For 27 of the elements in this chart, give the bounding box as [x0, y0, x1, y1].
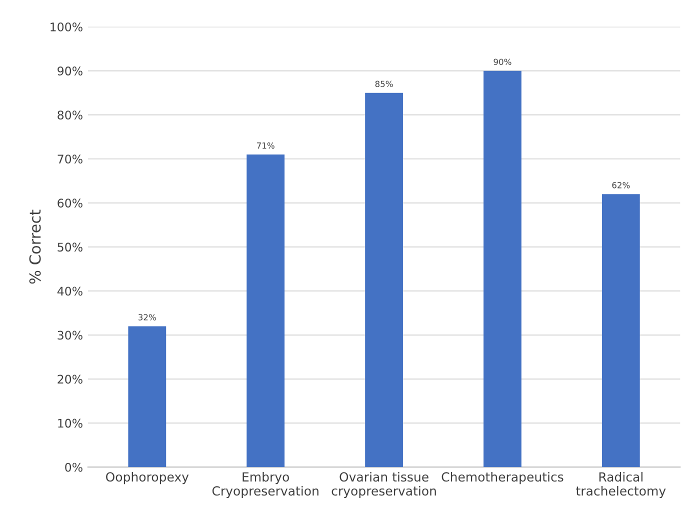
data-label: 85% — [375, 80, 393, 88]
y-axis-title: % Correct — [29, 210, 41, 284]
y-tick-label: 60% — [58, 198, 82, 208]
y-tick-label: 100% — [50, 22, 82, 32]
x-tick-label: Ovarian tissue cryopreservation — [332, 472, 436, 498]
x-tick-label: Radical trachelectomy — [576, 472, 666, 498]
y-tick-label: 40% — [57, 286, 82, 296]
x-tick-label: Oophoropexy — [106, 472, 189, 484]
x-tick-label: Embryo Cryopreservation — [212, 472, 318, 498]
data-label: 71% — [257, 142, 274, 149]
y-tick-label: 50% — [58, 242, 82, 252]
bar — [484, 70, 522, 468]
y-tick-label: 20% — [58, 374, 82, 384]
data-label: 62% — [612, 182, 630, 188]
y-tick-label: 0% — [65, 462, 82, 472]
bar — [602, 194, 640, 468]
data-label: 32% — [138, 314, 156, 320]
y-tick-label: 90% — [58, 66, 82, 76]
data-label: 90% — [494, 58, 512, 66]
y-tick-label: 10% — [58, 418, 82, 428]
y-tick-label: 70% — [58, 154, 82, 164]
y-tick-label: 80% — [58, 110, 82, 120]
bar — [128, 326, 166, 468]
bar — [365, 92, 403, 468]
x-tick-label: Chemotherapeutics — [442, 472, 564, 484]
bar — [246, 154, 285, 468]
y-tick-label: 30% — [58, 330, 82, 340]
